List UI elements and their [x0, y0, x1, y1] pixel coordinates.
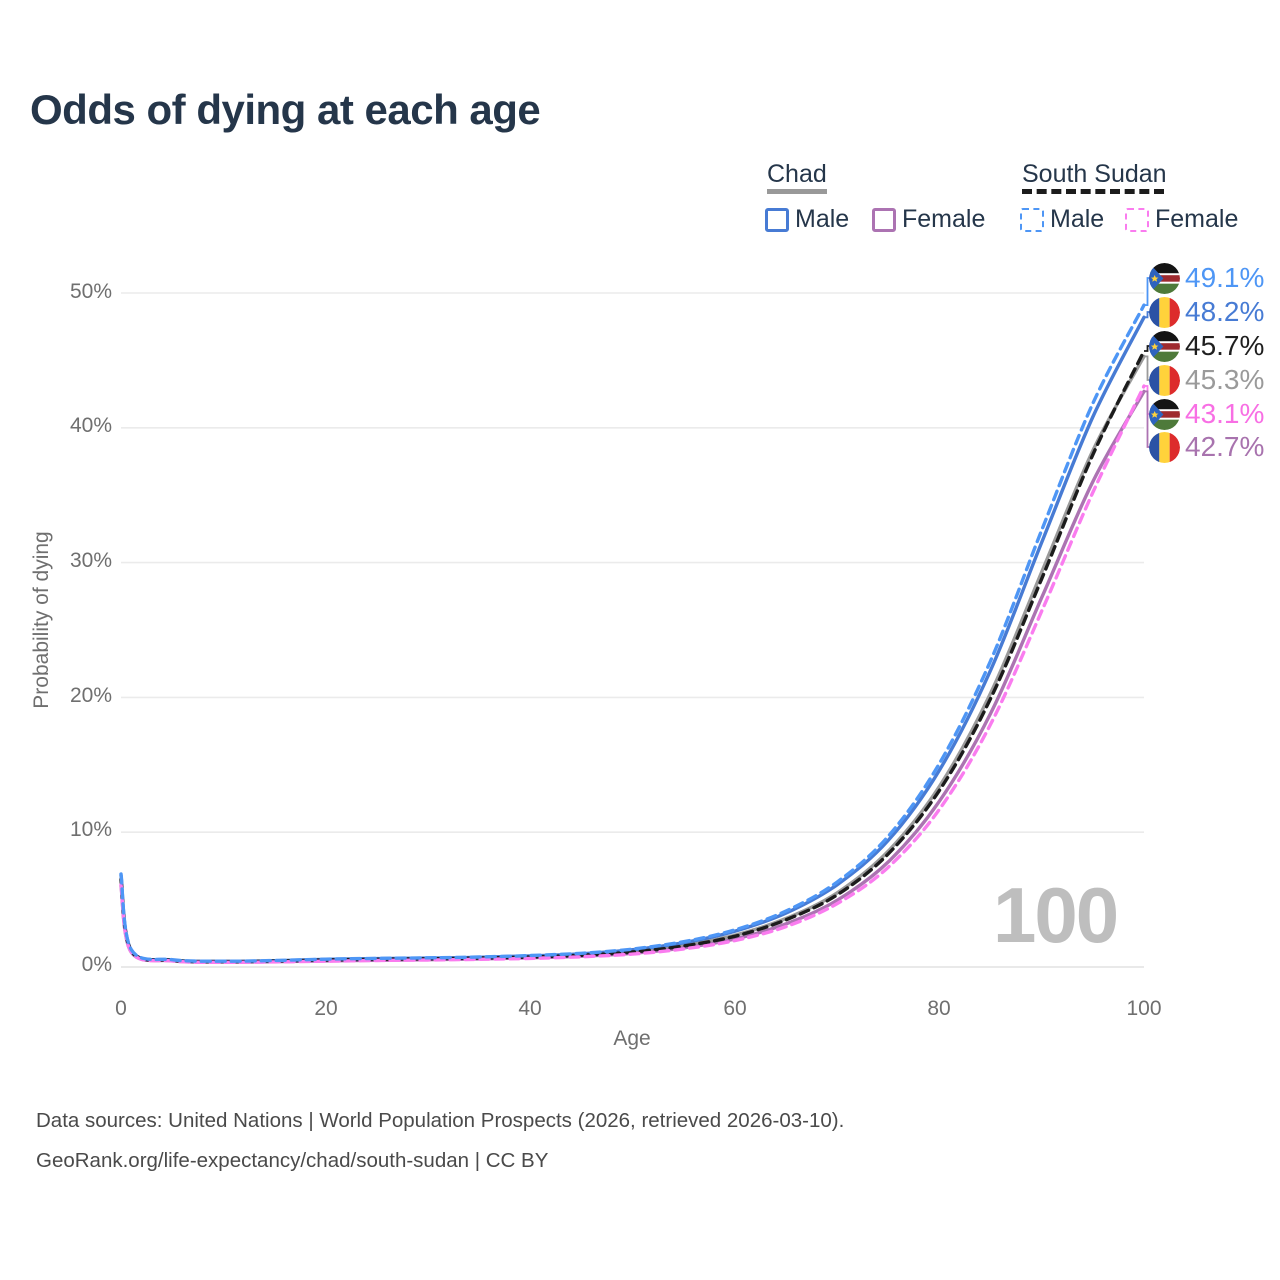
legend-item-south-sudan-female[interactable]: Female — [1125, 205, 1238, 234]
x-tick-40: 40 — [518, 997, 542, 1020]
end-label-chad-total: 45.3% — [1149, 363, 1264, 397]
chad-flag-icon — [1149, 364, 1180, 396]
x-tick-0: 0 — [115, 997, 127, 1020]
legend-item-label: Male — [795, 205, 850, 233]
end-value: 43.1% — [1185, 398, 1265, 429]
y-tick-20: 20% — [69, 684, 112, 707]
end-value: 49.1% — [1185, 262, 1265, 293]
end-label-chad-female: 42.7% — [1149, 430, 1264, 464]
legend-item-south-sudan-male[interactable]: Male — [1020, 205, 1104, 234]
x-axis-title: Age — [613, 1027, 651, 1050]
y-tick-50: 50% — [69, 280, 112, 303]
age-watermark: 100 — [993, 871, 1119, 959]
end-value: 45.7% — [1185, 330, 1265, 361]
end-label-south-sudan-female: 43.1% — [1149, 397, 1264, 431]
legend-item-chad-female[interactable]: Female — [872, 205, 985, 234]
y-tick-10: 10% — [69, 818, 112, 841]
chad-flag-icon — [1149, 296, 1180, 328]
chad-flag-icon — [1149, 431, 1180, 463]
south-sudan-female-swatch-icon — [1125, 207, 1149, 232]
legend-item-label: Female — [902, 205, 986, 233]
legend-group-south-sudan[interactable]: South Sudan — [1022, 160, 1167, 188]
chad-male-swatch-icon — [765, 207, 789, 232]
attribution-line[interactable]: GeoRank.org/life-expectancy/chad/south-s… — [36, 1149, 549, 1172]
south-sudan-flag-icon — [1149, 398, 1180, 430]
south-sudan-male-swatch-icon — [1020, 207, 1044, 232]
y-tick-40: 40% — [69, 414, 112, 437]
page-title: Odds of dying at each age — [30, 86, 541, 133]
x-tick-60: 60 — [723, 997, 747, 1020]
legend-item-label: Female — [1155, 205, 1239, 233]
end-label-chad-male: 48.2% — [1149, 295, 1264, 329]
x-tick-100: 100 — [1126, 997, 1162, 1020]
legend-chad-line-sample — [767, 189, 827, 194]
x-tick-80: 80 — [927, 997, 951, 1020]
legend-item-label: Male — [1050, 205, 1105, 233]
legend-group-chad[interactable]: Chad — [767, 160, 827, 188]
south-sudan-flag-icon — [1149, 330, 1180, 362]
end-label-south-sudan-total: 45.7% — [1149, 329, 1264, 363]
end-value: 42.7% — [1185, 431, 1265, 462]
end-value: 45.3% — [1185, 364, 1265, 395]
y-axis-title: Probability of dying — [30, 531, 53, 709]
y-tick-30: 30% — [69, 549, 112, 572]
south-sudan-flag-icon — [1149, 262, 1180, 294]
end-label-south-sudan-male: 49.1% — [1149, 261, 1264, 295]
x-tick-20: 20 — [314, 997, 338, 1020]
legend-south-sudan-line-sample — [1022, 189, 1164, 194]
end-value: 48.2% — [1185, 296, 1265, 327]
legend-item-chad-male[interactable]: Male — [765, 205, 849, 234]
data-source-line: Data sources: United Nations | World Pop… — [36, 1109, 845, 1132]
chad-female-swatch-icon — [872, 207, 896, 232]
y-tick-0: 0% — [81, 953, 112, 976]
